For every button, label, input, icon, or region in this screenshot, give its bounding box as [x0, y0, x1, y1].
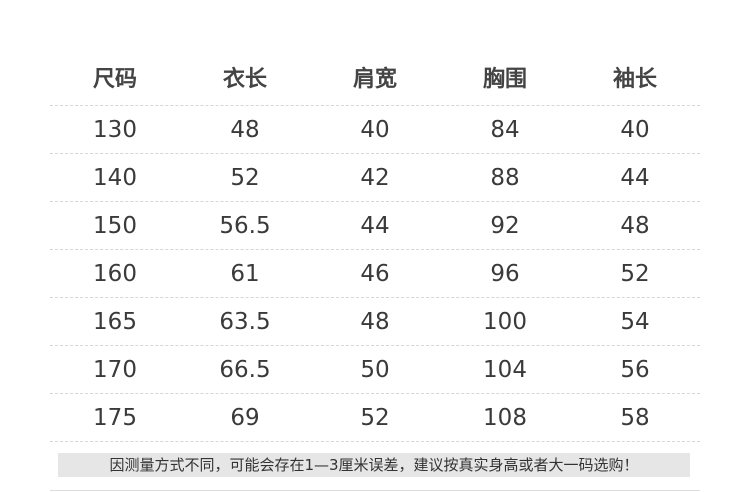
table-cell: 56.5 [219, 212, 271, 239]
table-cell: 52 [620, 260, 650, 287]
header-chest: 胸围 [482, 66, 527, 92]
table-cell: 56 [620, 356, 650, 383]
header-size: 尺码 [92, 66, 137, 92]
table-row: 130 48 40 84 40 [50, 106, 700, 154]
table-cell: 140 [93, 164, 137, 191]
table-cell: 48 [230, 116, 260, 143]
table-cell: 44 [360, 212, 390, 239]
table-cell: 48 [360, 308, 390, 335]
table-row: 165 63.5 48 100 54 [50, 298, 700, 346]
header-length: 衣长 [222, 66, 267, 92]
table-cell: 130 [93, 116, 137, 143]
table-cell: 88 [490, 164, 520, 191]
table-cell: 40 [620, 116, 650, 143]
table-cell: 165 [93, 308, 137, 335]
table-cell: 100 [483, 308, 527, 335]
table-cell: 84 [490, 116, 520, 143]
table-cell: 46 [360, 260, 390, 287]
table-row: 160 61 46 96 52 [50, 250, 700, 298]
table-cell: 104 [483, 356, 527, 383]
header-shoulder: 肩宽 [352, 66, 397, 92]
table-cell: 40 [360, 116, 390, 143]
table-cell: 108 [483, 404, 527, 431]
table-cell: 63.5 [219, 308, 271, 335]
measurement-note: 因测量方式不同，可能会存在1—3厘米误差，建议按真实身高或者大一码选购！ [58, 453, 690, 477]
table-cell: 69 [230, 404, 260, 431]
table-cell: 42 [360, 164, 390, 191]
table-cell: 160 [93, 260, 137, 287]
table-cell: 150 [93, 212, 137, 239]
table-cell: 66.5 [219, 356, 271, 383]
table-row: 175 69 52 108 58 [50, 394, 700, 442]
divider [50, 490, 700, 491]
table-cell: 52 [230, 164, 260, 191]
table-cell: 48 [620, 212, 650, 239]
table-cell: 52 [360, 404, 390, 431]
header-sleeve: 袖长 [612, 66, 657, 92]
table-cell: 175 [93, 404, 137, 431]
table-cell: 58 [620, 404, 650, 431]
table-row: 170 66.5 50 104 56 [50, 346, 700, 394]
table-cell: 92 [490, 212, 520, 239]
table-cell: 61 [230, 260, 260, 287]
table-cell: 96 [490, 260, 520, 287]
table-cell: 44 [620, 164, 650, 191]
table-row: 140 52 42 88 44 [50, 154, 700, 202]
size-chart-table: 尺码 衣长 肩宽 胸围 袖长 130 48 40 84 40 140 52 42 88 44 150… [50, 48, 700, 442]
table-cell: 50 [360, 356, 390, 383]
table-cell: 170 [93, 356, 137, 383]
table-row: 150 56.5 44 92 48 [50, 202, 700, 250]
table-header: 尺码 衣长 肩宽 胸围 袖长 [50, 48, 700, 106]
table-cell: 54 [620, 308, 650, 335]
